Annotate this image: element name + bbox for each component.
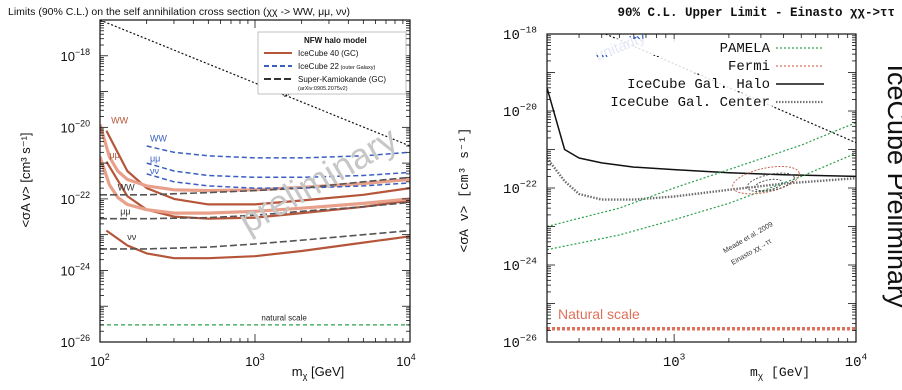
series-line bbox=[100, 201, 410, 220]
legend-label-bg bbox=[562, 93, 772, 109]
contour-ellipse bbox=[732, 165, 800, 195]
y-axis-label: <σA v> [cm³ s⁻¹] bbox=[457, 128, 472, 253]
legend-box bbox=[257, 31, 407, 95]
legend-label: IceCube 40 (GC) bbox=[298, 49, 359, 58]
legend-title: NFW halo model bbox=[304, 36, 367, 45]
annotation-label: μμ bbox=[109, 150, 119, 160]
legend-label-bg bbox=[562, 57, 772, 73]
legend-label-bg bbox=[562, 39, 772, 55]
series-line bbox=[146, 173, 410, 189]
y-tick-label: 10−18 bbox=[503, 25, 537, 44]
x-tick-label: 104 bbox=[845, 352, 868, 371]
series-line bbox=[105, 130, 410, 206]
x-tick-label: 104 bbox=[396, 352, 415, 369]
legend-label: PAMELA bbox=[720, 41, 771, 57]
series-line bbox=[547, 87, 856, 178]
plot-frame bbox=[99, 19, 411, 343]
annotation-label: preliminary bbox=[231, 118, 404, 242]
annotation-label: WW bbox=[111, 115, 128, 125]
chart-left: Limits (90% C.L.) on the self annihilati… bbox=[8, 6, 416, 381]
series-line bbox=[547, 152, 856, 251]
x-axis-label: mχ [GeV] bbox=[750, 365, 810, 382]
y-tick-label: 10−24 bbox=[61, 262, 91, 279]
annotation-label: νν bbox=[127, 232, 137, 242]
chart-title: Limits (90% C.L.) on the self annihilati… bbox=[8, 6, 350, 18]
legend-label: IceCube 22 (outer Galaxy) bbox=[298, 62, 375, 71]
chart-right: 90% C.L. Upper Limit - Einasto χχ->ττ 103… bbox=[457, 6, 902, 382]
legend-label: Fermi bbox=[728, 59, 770, 75]
y-tick-label: 10−20 bbox=[503, 102, 537, 121]
y-tick-label: 10−18 bbox=[61, 47, 91, 64]
annotation-label: Natural scale bbox=[558, 306, 640, 322]
legend-label: IceCube Gal. Halo bbox=[627, 77, 770, 93]
side-label-preliminary: IceCube Preliminary bbox=[882, 64, 902, 308]
y-tick-label: 10−24 bbox=[503, 256, 537, 275]
series-line bbox=[105, 229, 410, 260]
y-tick-label: 10−20 bbox=[61, 118, 91, 135]
y-tick-label: 10−26 bbox=[61, 333, 91, 350]
x-tick-label: 103 bbox=[663, 352, 686, 371]
series-line bbox=[100, 229, 410, 250]
annotation-label: μμ bbox=[150, 154, 160, 164]
series-line bbox=[100, 156, 410, 215]
plot-frame bbox=[546, 33, 857, 343]
y-tick-label: 10−22 bbox=[61, 190, 91, 207]
x-axis-label: mχ [GeV] bbox=[292, 364, 344, 381]
annotation-label: WW bbox=[118, 183, 135, 193]
y-tick-label: 10−26 bbox=[503, 333, 537, 352]
annotation-label: νν bbox=[150, 166, 160, 176]
series-line bbox=[100, 176, 410, 196]
series-line bbox=[146, 145, 410, 159]
x-tick-label: 102 bbox=[90, 352, 109, 369]
series-line bbox=[146, 162, 410, 179]
annotation-label: μμ bbox=[120, 206, 130, 216]
legend-note: (arXiv:0905.2075v2) bbox=[298, 86, 348, 92]
annotation-label: WW bbox=[150, 134, 167, 144]
legend-label: IceCube Gal. Center bbox=[610, 95, 770, 111]
legend-label: Super-Kamiokande (GC) bbox=[298, 75, 386, 84]
y-tick-label: 10−22 bbox=[503, 179, 537, 198]
legend-label-bg bbox=[562, 75, 772, 91]
plot-area bbox=[100, 20, 410, 326]
y-axis-label: <σA v> [cm³ s⁻¹] bbox=[18, 132, 33, 227]
series-line bbox=[547, 122, 856, 228]
contour-ellipse bbox=[754, 178, 783, 192]
contour-ellipse bbox=[746, 172, 795, 193]
annotation-label: natural scale bbox=[261, 313, 307, 322]
chart-title: 90% C.L. Upper Limit - Einasto χχ->ττ bbox=[617, 6, 895, 20]
x-tick-label: 103 bbox=[245, 352, 264, 369]
